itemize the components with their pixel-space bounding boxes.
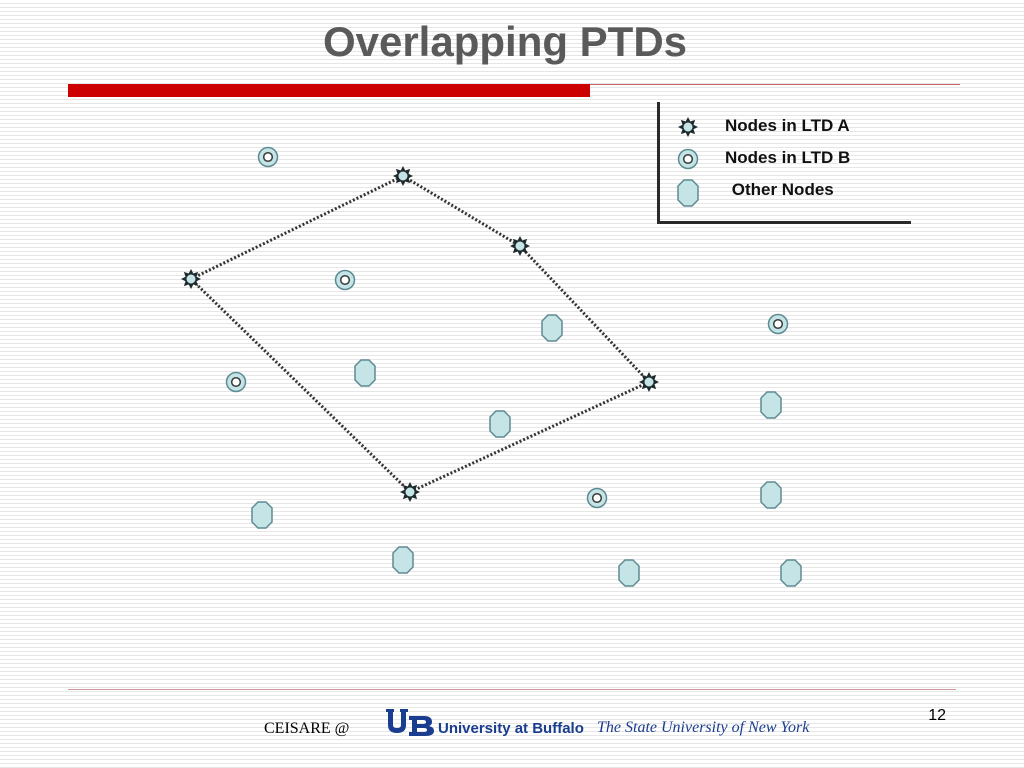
other-node [489, 410, 511, 438]
footer-org-label: CEISARE @ [264, 720, 350, 737]
legend: Nodes in LTD A Nodes in LTD B Other Node… [657, 102, 911, 224]
other-node [392, 546, 414, 574]
ltd-b-node [257, 146, 279, 168]
ltd-b-node [586, 487, 608, 509]
ltd-a-node [509, 235, 531, 257]
other-node [760, 481, 782, 509]
ltd-a-node [180, 268, 202, 290]
star-node-icon [678, 117, 698, 137]
other-node [760, 391, 782, 419]
ltd-a-node [392, 165, 414, 187]
legend-border-left [657, 102, 660, 224]
legend-label: Other Nodes [727, 180, 834, 199]
ltd-a-boundary [188, 174, 652, 494]
ltd-b-node [334, 269, 356, 291]
slide-title: Overlapping PTDs [322, 18, 688, 65]
title-divider-line [590, 84, 960, 85]
ltd-a-node [638, 371, 660, 393]
octagon-node-icon [677, 179, 699, 207]
legend-label: Nodes in LTD A [725, 116, 850, 135]
other-node [541, 314, 563, 342]
title-accent-bar [68, 84, 590, 97]
university-name: University at Buffalo [438, 720, 584, 737]
other-node [618, 559, 640, 587]
other-node [780, 559, 802, 587]
footer-divider-line [68, 689, 956, 690]
ltd-b-node [767, 313, 789, 335]
ub-logo-icon [386, 709, 434, 736]
university-subtitle: The State University of New York [597, 719, 810, 736]
legend-label: Nodes in LTD B [725, 148, 851, 167]
ltd-a-node [399, 481, 421, 503]
legend-border-bottom [657, 221, 911, 224]
other-node [354, 359, 376, 387]
ltd-b-node [225, 371, 247, 393]
other-node [251, 501, 273, 529]
page-number: 12 [928, 707, 946, 724]
ring-node-icon [677, 148, 699, 170]
